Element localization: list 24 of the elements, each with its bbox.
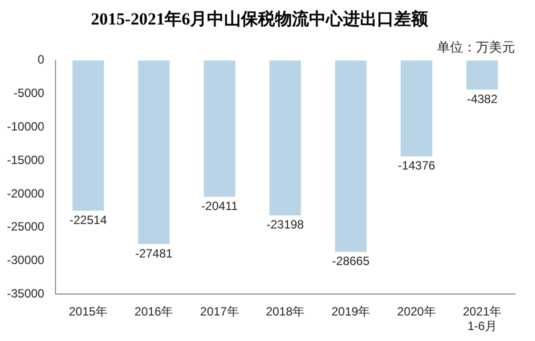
y-tick-label: -10000 (6, 120, 45, 134)
data-label: -20411 (201, 199, 238, 214)
data-label: -4382 (466, 92, 498, 106)
x-tick-label: 2017年 (200, 304, 239, 319)
x-tick-label: 2015年 (68, 304, 108, 319)
x-tick-label: 2019年 (331, 304, 370, 319)
chart-title: 2015-2021年6月中山保税物流中心进出口差额 (90, 10, 430, 29)
data-label: -14376 (398, 158, 436, 173)
x-tick-label: 2016年 (134, 304, 174, 319)
data-label: -28665 (332, 254, 370, 268)
y-tick-label: 0 (38, 52, 45, 67)
data-label: -23198 (266, 218, 304, 232)
data-label: -22514 (70, 213, 108, 228)
text: 单位：万美元 (437, 39, 515, 54)
y-tick-label: -30000 (6, 253, 45, 268)
y-tick-label: -25000 (6, 220, 45, 234)
data-label: -27481 (135, 246, 173, 260)
y-tick-label: -15000 (6, 152, 45, 167)
y-tick-label: -20000 (6, 186, 45, 200)
y-tick-label: -5000 (14, 86, 45, 100)
x-tick-label: 2021年 1-6月 (462, 304, 502, 334)
x-tick-label: 2018年 (266, 304, 305, 319)
x-tick-label: 2020年 (397, 304, 436, 319)
y-tick-label: -35000 (6, 286, 45, 301)
